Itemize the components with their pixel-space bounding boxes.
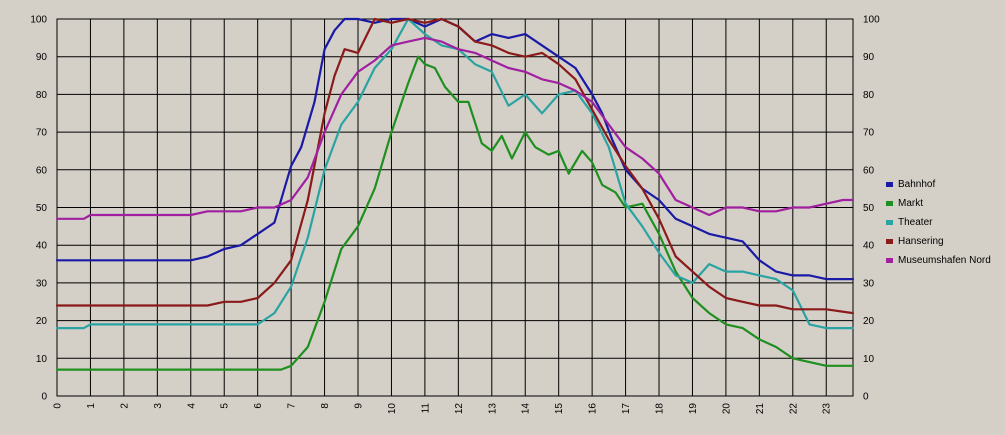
x-tick-label: 9	[354, 403, 365, 409]
x-tick-label: 21	[755, 403, 766, 415]
series-line-markt	[55, 55, 855, 371]
x-tick-label: 6	[253, 403, 264, 409]
x-tick-label: 3	[153, 403, 164, 409]
y-axis-left: 0 10 20 30 40 50 60 70 80 90 100	[30, 15, 47, 403]
y-tick-label-right: 40	[863, 241, 875, 252]
x-tick-label: 0	[53, 403, 64, 409]
x-tick-label: 22	[788, 403, 799, 415]
legend-swatch	[886, 201, 893, 206]
y-tick-label-right: 60	[863, 165, 875, 176]
y-tick-label-right: 50	[863, 203, 875, 214]
x-tick-label: 18	[655, 403, 666, 415]
legend-label: Markt	[898, 198, 923, 209]
x-tick-label: 14	[521, 403, 532, 415]
legend-label: Bahnhof	[898, 179, 935, 190]
x-tick-label: 5	[220, 403, 231, 409]
y-tick-label-left: 70	[36, 128, 48, 139]
x-tick-label: 1	[86, 403, 97, 409]
y-tick-label-right: 80	[863, 90, 875, 101]
x-tick-label: 8	[320, 403, 331, 409]
legend-swatch	[886, 182, 893, 187]
legend-label: Museumshafen Nord	[898, 255, 991, 266]
y-tick-label-left: 80	[36, 90, 48, 101]
y-tick-label-right: 90	[863, 52, 875, 63]
y-tick-label-left: 0	[41, 392, 47, 403]
y-tick-label-right: 70	[863, 128, 875, 139]
y-tick-label-left: 30	[36, 278, 48, 289]
legend-swatch	[886, 220, 893, 225]
x-tick-label: 15	[554, 403, 565, 415]
series-line-museumshafen-nord	[55, 36, 855, 220]
x-tick-label: 10	[387, 403, 398, 415]
y-tick-label-left: 20	[36, 316, 48, 327]
y-tick-label-right: 100	[863, 15, 880, 26]
x-tick-label: 20	[721, 403, 732, 415]
x-tick-label: 4	[186, 403, 197, 409]
y-tick-label-right: 10	[863, 354, 875, 365]
x-tick-label: 23	[822, 403, 833, 415]
x-tick-label: 16	[588, 403, 599, 415]
y-tick-label-left: 10	[36, 354, 48, 365]
x-tick-label: 11	[420, 403, 431, 414]
y-tick-label-right: 20	[863, 316, 875, 327]
legend-swatch	[886, 258, 893, 263]
x-tick-label: 12	[454, 403, 465, 415]
x-tick-label: 7	[287, 403, 298, 409]
legend-label: Hansering	[898, 236, 944, 247]
y-tick-label-right: 30	[863, 278, 875, 289]
x-tick-label: 13	[487, 403, 498, 415]
y-tick-label-left: 100	[30, 15, 47, 26]
series-lines	[55, 17, 855, 371]
y-tick-label-right: 0	[863, 392, 869, 403]
legend-swatch	[886, 239, 893, 244]
x-tick-label: 2	[119, 403, 130, 409]
legend-label: Theater	[898, 217, 933, 228]
x-axis: 0 1 2 3 4 5 6 7 8 9 10 11 12 13 14 15 16 17 18 19 20 21 22 23	[53, 403, 833, 415]
series-line-hansering	[55, 17, 855, 315]
series-line-theater	[55, 17, 855, 330]
legend: Bahnhof Markt Theater Hansering Museumshafen…	[886, 179, 991, 266]
y-tick-label-left: 50	[36, 203, 48, 214]
y-tick-label-left: 40	[36, 241, 48, 252]
y-tick-label-left: 60	[36, 165, 48, 176]
y-axis-right: 0 10 20 30 40 50 60 70 80 90 100	[863, 15, 880, 403]
y-tick-label-left: 90	[36, 52, 48, 63]
x-tick-label: 19	[688, 403, 699, 415]
x-tick-label: 17	[621, 403, 632, 415]
